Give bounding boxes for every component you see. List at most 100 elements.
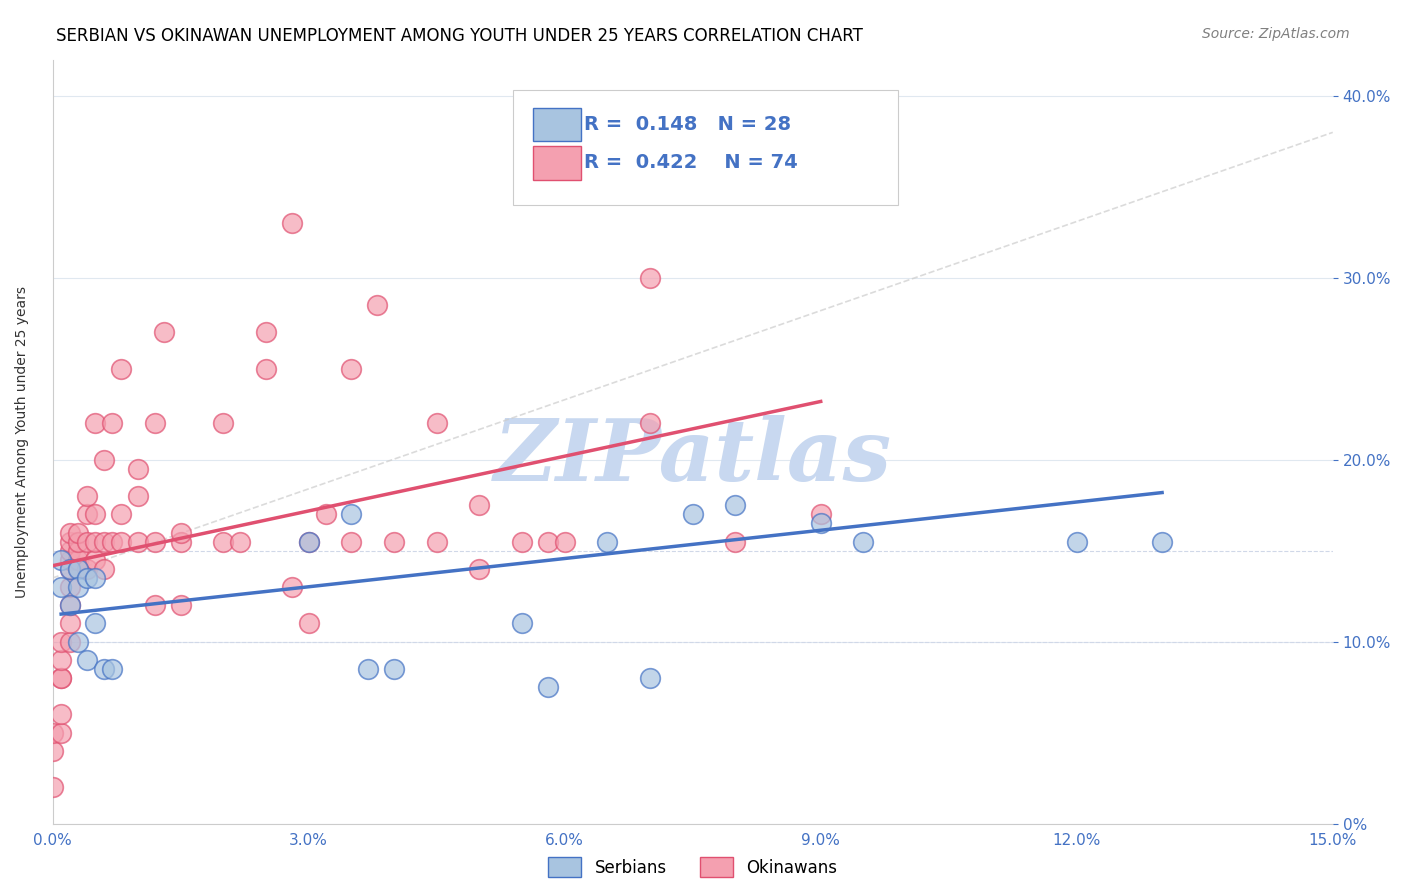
Text: R =  0.148   N = 28: R = 0.148 N = 28 [583, 115, 792, 134]
Point [298, 534, 321, 549]
Point [41, 744, 63, 758]
Point [59, 553, 82, 567]
Point [127, 489, 149, 503]
Point [67, 525, 90, 540]
Point [724, 498, 747, 512]
Point [49, 671, 72, 685]
Point [76, 562, 98, 576]
Point [76, 508, 98, 522]
Point [59, 599, 82, 613]
Point [426, 534, 449, 549]
Text: Source: ZipAtlas.com: Source: ZipAtlas.com [1202, 27, 1350, 41]
Point [67, 553, 90, 567]
Point [41, 725, 63, 739]
Point [143, 417, 166, 431]
Point [59, 562, 82, 576]
Point [67, 580, 90, 594]
Point [84, 508, 107, 522]
Point [67, 634, 90, 648]
Point [638, 271, 661, 285]
Point [93, 534, 115, 549]
Point [49, 653, 72, 667]
Point [152, 326, 174, 340]
Point [280, 580, 302, 594]
Point [340, 534, 363, 549]
Point [101, 417, 124, 431]
Point [67, 562, 90, 576]
Point [340, 508, 363, 522]
Point [93, 662, 115, 676]
Point [67, 534, 90, 549]
Point [84, 417, 107, 431]
Point [49, 553, 72, 567]
Point [84, 571, 107, 585]
Point [67, 543, 90, 558]
Point [596, 534, 619, 549]
Text: R =  0.422    N = 74: R = 0.422 N = 74 [583, 153, 797, 172]
Point [59, 543, 82, 558]
Point [49, 707, 72, 722]
Point [59, 616, 82, 631]
Point [382, 662, 405, 676]
Point [536, 534, 558, 549]
Point [1066, 534, 1088, 549]
Point [41, 780, 63, 794]
Point [93, 562, 115, 576]
Point [724, 534, 747, 549]
Point [110, 508, 132, 522]
Point [340, 361, 363, 376]
Point [169, 534, 191, 549]
Point [229, 534, 252, 549]
Point [101, 534, 124, 549]
Point [59, 534, 82, 549]
Point [84, 616, 107, 631]
Point [510, 616, 533, 631]
Point [280, 216, 302, 230]
Point [67, 562, 90, 576]
FancyBboxPatch shape [533, 108, 581, 141]
Point [110, 534, 132, 549]
Point [59, 634, 82, 648]
Point [510, 534, 533, 549]
Point [638, 417, 661, 431]
Point [169, 525, 191, 540]
Point [101, 662, 124, 676]
Point [298, 534, 321, 549]
Point [212, 417, 235, 431]
Point [84, 553, 107, 567]
Text: SERBIAN VS OKINAWAN UNEMPLOYMENT AMONG YOUTH UNDER 25 YEARS CORRELATION CHART: SERBIAN VS OKINAWAN UNEMPLOYMENT AMONG Y… [56, 27, 863, 45]
Point [49, 725, 72, 739]
Point [468, 562, 491, 576]
Point [254, 326, 277, 340]
Point [59, 525, 82, 540]
Point [254, 361, 277, 376]
Point [682, 508, 704, 522]
Point [766, 180, 789, 194]
Point [76, 571, 98, 585]
Point [84, 534, 107, 549]
Point [76, 534, 98, 549]
FancyBboxPatch shape [513, 90, 897, 205]
Point [59, 599, 82, 613]
Point [357, 662, 380, 676]
Point [127, 534, 149, 549]
Point [315, 508, 337, 522]
Y-axis label: Unemployment Among Youth under 25 years: Unemployment Among Youth under 25 years [15, 285, 30, 598]
Point [93, 452, 115, 467]
Point [169, 599, 191, 613]
Point [127, 462, 149, 476]
Point [810, 516, 832, 531]
Point [468, 498, 491, 512]
Point [76, 489, 98, 503]
Point [1152, 534, 1174, 549]
Point [110, 361, 132, 376]
Point [810, 508, 832, 522]
Text: ZIPatlas: ZIPatlas [494, 415, 891, 499]
Point [143, 534, 166, 549]
FancyBboxPatch shape [533, 146, 581, 179]
Point [852, 534, 875, 549]
Point [49, 580, 72, 594]
Point [143, 599, 166, 613]
Point [426, 417, 449, 431]
Point [536, 680, 558, 694]
